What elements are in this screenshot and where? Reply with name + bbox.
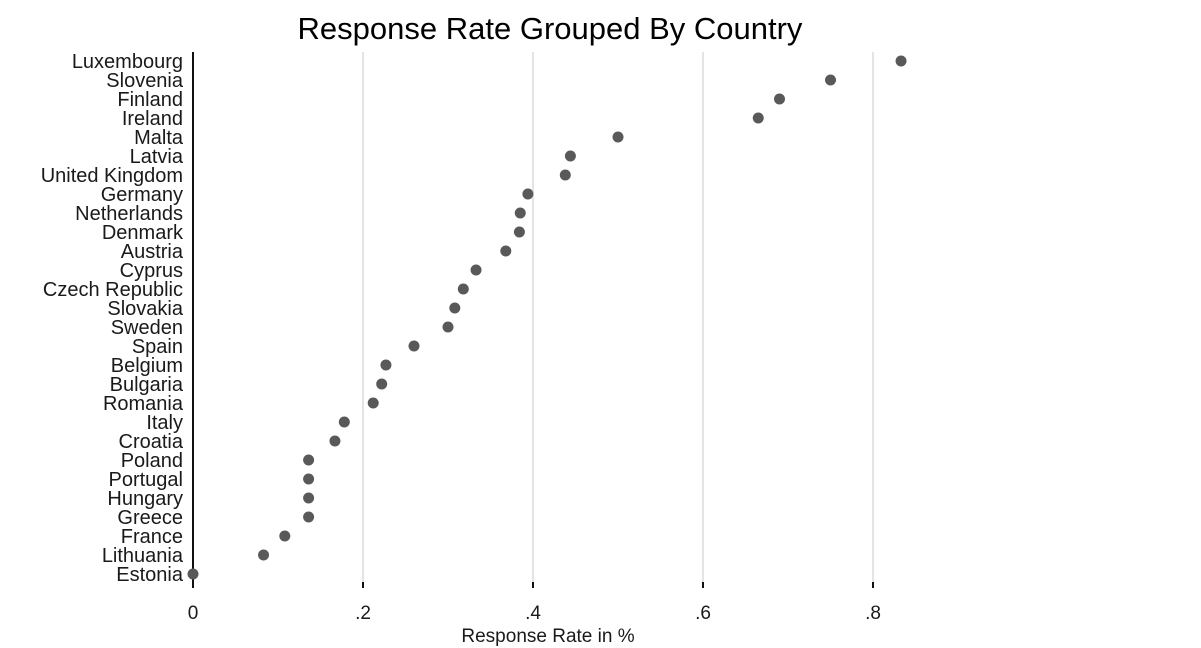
data-point: [514, 207, 526, 219]
category-label: Austria: [121, 241, 184, 263]
data-point: [303, 454, 315, 466]
category-label: Romania: [103, 393, 184, 415]
data-point: [449, 302, 461, 314]
grid-layer: [362, 52, 874, 582]
data-point: [380, 359, 392, 371]
category-label-layer: LuxembourgSloveniaFinlandIrelandMaltaLat…: [41, 51, 184, 586]
x-tick-label: 0: [188, 603, 199, 624]
data-point: [500, 245, 512, 257]
data-point: [258, 549, 270, 561]
data-point: [408, 340, 420, 352]
data-point: [303, 473, 315, 485]
data-point: [279, 530, 291, 542]
category-label: Spain: [132, 336, 183, 358]
category-label: Estonia: [116, 564, 184, 586]
category-label: Netherlands: [75, 203, 183, 225]
category-label: Bulgaria: [110, 374, 184, 396]
category-label: Cyprus: [120, 260, 183, 282]
category-label: Luxembourg: [72, 51, 183, 73]
category-label: Sweden: [111, 317, 183, 339]
data-point: [376, 378, 388, 390]
data-point: [442, 321, 454, 333]
data-point: [187, 568, 199, 580]
category-label: Hungary: [107, 488, 183, 510]
data-point: [338, 416, 350, 428]
category-label: Czech Republic: [43, 279, 183, 301]
data-point: [559, 169, 571, 181]
category-label: Slovakia: [107, 298, 183, 320]
x-tick-label: .2: [355, 603, 371, 624]
data-point: [612, 131, 624, 143]
category-label: Malta: [134, 127, 184, 149]
category-label: Finland: [117, 89, 183, 111]
data-point: [329, 435, 341, 447]
x-tick-label: .6: [695, 603, 711, 624]
category-label: Ireland: [122, 108, 183, 130]
x-tick-label: .4: [525, 603, 541, 624]
category-label: Slovenia: [106, 70, 184, 92]
category-label: Italy: [146, 412, 183, 434]
data-point: [825, 74, 836, 86]
data-point: [303, 492, 315, 504]
data-point: [457, 283, 469, 295]
data-point: [367, 397, 379, 409]
data-point: [513, 226, 525, 238]
category-label: Croatia: [119, 431, 184, 453]
data-point: [303, 511, 315, 523]
category-label: Denmark: [102, 222, 184, 244]
data-point: [522, 188, 534, 200]
category-label: Belgium: [111, 355, 183, 377]
data-point: [564, 150, 576, 162]
category-label: Lithuania: [102, 545, 184, 567]
data-point: [895, 55, 907, 67]
x-tick-layer: 0 .2 .4 .6 .8: [188, 582, 881, 624]
chart-title: Response Rate Grouped By Country: [298, 11, 803, 46]
data-point: [470, 264, 482, 276]
category-label: Latvia: [130, 146, 184, 168]
data-point: [774, 93, 785, 105]
category-label: France: [121, 526, 183, 548]
category-label: Poland: [121, 450, 183, 472]
x-axis-title: Response Rate in %: [461, 626, 634, 647]
category-label: Germany: [101, 184, 183, 206]
category-label: Portugal: [109, 469, 184, 491]
category-label: United Kingdom: [41, 165, 183, 187]
x-tick-label: .8: [865, 603, 881, 624]
data-point-layer: [187, 55, 907, 580]
data-point: [752, 112, 764, 124]
category-label: Greece: [117, 507, 183, 529]
